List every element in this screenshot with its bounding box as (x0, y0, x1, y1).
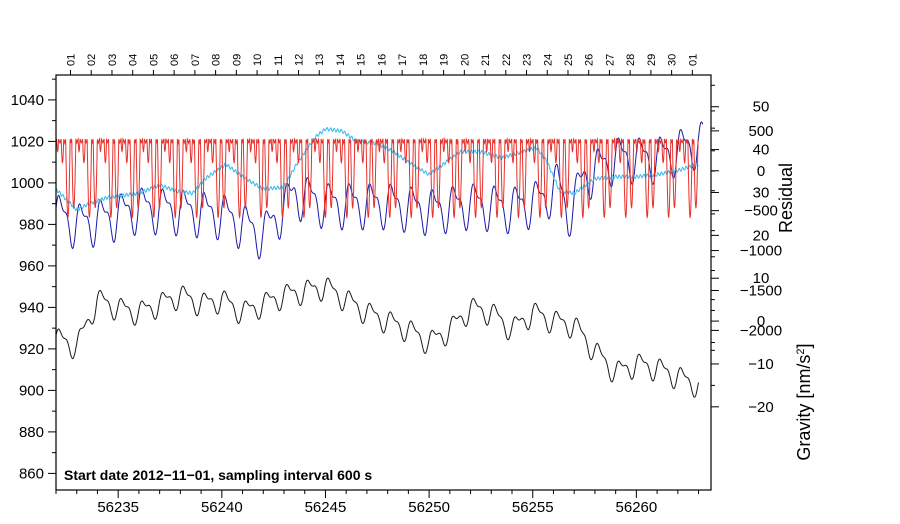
residual-tick-label: −10 (748, 356, 773, 373)
left-tick-label: 980 (19, 216, 44, 233)
top-date-label: 03 (107, 54, 119, 66)
gravity-tick-label: 0 (757, 163, 765, 180)
residual-tick-label: 40 (753, 142, 770, 159)
top-date-label: 25 (563, 54, 575, 66)
x-top-axis: 01 02 03 04 05 06 07 08 09 10 11 12 13 14 15 16 17 18 19 20… (66, 54, 699, 75)
left-tick-label: 1040 (11, 92, 44, 109)
series-black-line (55, 277, 700, 398)
gravity-tick-label: −2000 (740, 322, 782, 339)
gravity-tick-label: −500 (744, 203, 778, 220)
x-tick-label: 56235 (97, 499, 139, 516)
chart-annotation: Start date 2012−11−01, sampling interval… (64, 467, 372, 483)
series-blue-line (55, 121, 704, 260)
top-date-label: 29 (646, 54, 658, 66)
x-tick-label: 56240 (201, 499, 243, 516)
top-date-label: 13 (314, 54, 326, 66)
top-date-label: 21 (480, 54, 492, 66)
residual-axis-label: Residual (776, 163, 796, 233)
top-date-label: 19 (439, 54, 451, 66)
top-date-label: 18 (418, 54, 430, 66)
left-tick-label: 880 (19, 424, 44, 441)
top-date-label: 24 (542, 54, 554, 66)
top-date-label: 23 (522, 54, 534, 66)
plot-frame (55, 74, 712, 491)
residual-tick-label: 30 (753, 184, 770, 201)
top-date-label: 22 (501, 54, 513, 66)
left-tick-label: 1020 (11, 133, 44, 150)
top-date-label: 10 (252, 54, 264, 66)
gravity-tick-label: −1500 (740, 282, 782, 299)
top-date-label: 01 (687, 54, 699, 66)
x-bottom-axis: 56235 56240 56245 56250 56255 56260 (55, 490, 700, 516)
top-date-label: 14 (335, 54, 347, 66)
left-axis: 860 880 900 920 940 960 980 1000 1020 1040 (11, 78, 56, 482)
top-date-label: 30 (667, 54, 679, 66)
x-tick-label: 56255 (512, 499, 554, 516)
residual-tick-label: 10 (753, 270, 770, 287)
left-tick-label: 960 (19, 258, 44, 275)
gravity-tick-label: −1000 (740, 243, 782, 260)
top-date-label: 06 (169, 54, 181, 66)
top-date-label: 12 (294, 54, 306, 66)
top-date-label: 02 (86, 54, 98, 66)
top-date-label: 15 (356, 54, 368, 66)
top-date-label: 27 (604, 54, 616, 66)
left-tick-label: 900 (19, 382, 44, 399)
gravity-axis-label: Gravity [nm/s2] (794, 343, 814, 460)
top-date-label: 04 (128, 54, 140, 66)
series-red-line (55, 136, 699, 220)
left-tick-label: 1000 (11, 175, 44, 192)
top-date-label: 07 (190, 54, 202, 66)
residual-tick-label: −20 (748, 399, 773, 416)
top-date-label: 01 (66, 54, 78, 66)
gravity-axis: −2000 −1500 −1000 −500 0 500 (711, 110, 782, 351)
residual-tick-label: 20 (753, 227, 770, 244)
left-tick-label: 940 (19, 299, 44, 316)
top-date-label: 05 (148, 54, 160, 66)
residual-tick-label: 50 (753, 99, 770, 116)
residual-axis: −20 −10 0 10 20 30 40 50 (711, 84, 774, 416)
top-date-label: 16 (376, 54, 388, 66)
top-date-label: 09 (231, 54, 243, 66)
gravity-tick-label: 500 (748, 123, 773, 140)
x-tick-label: 56250 (408, 499, 450, 516)
residual-tick-label: 0 (757, 313, 765, 330)
top-date-label: 26 (584, 54, 596, 66)
left-tick-label: 860 (19, 465, 44, 482)
top-date-label: 28 (625, 54, 637, 66)
top-date-label: 17 (397, 54, 409, 66)
top-date-label: 11 (273, 55, 285, 66)
x-tick-label: 56245 (305, 499, 347, 516)
top-date-label: 20 (459, 54, 471, 66)
top-date-label: 08 (211, 54, 223, 66)
left-tick-label: 920 (19, 341, 44, 358)
plot-lines (55, 121, 704, 398)
x-tick-label: 56260 (616, 499, 658, 516)
